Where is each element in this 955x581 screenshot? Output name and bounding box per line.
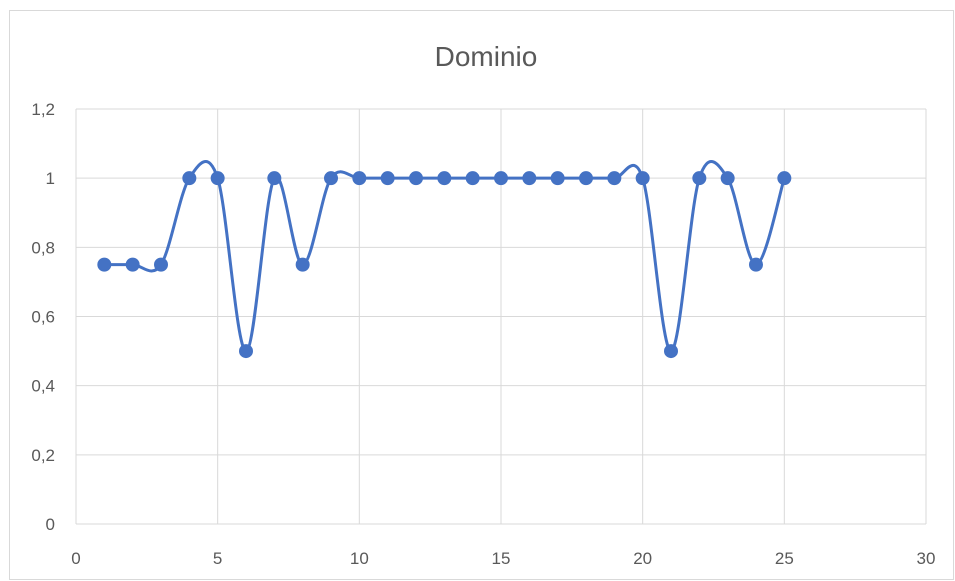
data-point	[720, 171, 735, 186]
x-tick-label: 10	[350, 549, 369, 568]
y-tick-label: 0,6	[31, 308, 55, 327]
data-point	[522, 171, 537, 186]
y-tick-label: 0	[46, 515, 55, 534]
y-tick-label: 0,2	[31, 446, 55, 465]
x-tick-label: 30	[917, 549, 936, 568]
data-point	[664, 344, 678, 359]
x-tick-label: 0	[71, 549, 80, 568]
series-lines	[102, 160, 786, 353]
y-tick-label: 1	[46, 169, 55, 188]
data-point	[437, 171, 452, 186]
x-tick-label: 15	[492, 549, 511, 568]
data-point	[692, 171, 707, 186]
data-point	[465, 171, 480, 186]
data-point	[749, 257, 763, 272]
data-point	[635, 171, 650, 186]
data-points	[97, 171, 792, 359]
data-point	[777, 171, 792, 186]
data-point	[352, 171, 367, 186]
chart-frame	[9, 10, 954, 580]
data-point	[324, 171, 338, 186]
y-tick-labels: 0 0,2 0,4 0,6 0,8 1 1,2	[31, 100, 55, 534]
data-point	[494, 171, 508, 186]
y-tick-label: 1,2	[31, 100, 55, 119]
y-tick-label: 0,8	[31, 238, 55, 257]
data-point	[267, 171, 282, 186]
x-tick-label: 5	[213, 549, 222, 568]
data-point	[295, 257, 310, 272]
data-point	[409, 171, 423, 186]
data-point	[579, 171, 593, 186]
data-point	[210, 171, 225, 186]
data-point	[182, 171, 197, 186]
series-line	[102, 160, 786, 353]
x-tick-label: 20	[633, 549, 652, 568]
data-point	[125, 257, 140, 272]
data-point	[97, 257, 112, 272]
data-point	[154, 257, 168, 272]
chart-title: Dominio	[435, 41, 538, 72]
data-point	[607, 171, 622, 186]
data-point	[380, 171, 395, 186]
data-point	[550, 171, 565, 186]
x-tick-label: 25	[775, 549, 794, 568]
data-point	[239, 344, 253, 359]
x-tick-labels: 0 5 10 15 20 25 30	[71, 549, 935, 568]
y-tick-label: 0,4	[31, 377, 55, 396]
